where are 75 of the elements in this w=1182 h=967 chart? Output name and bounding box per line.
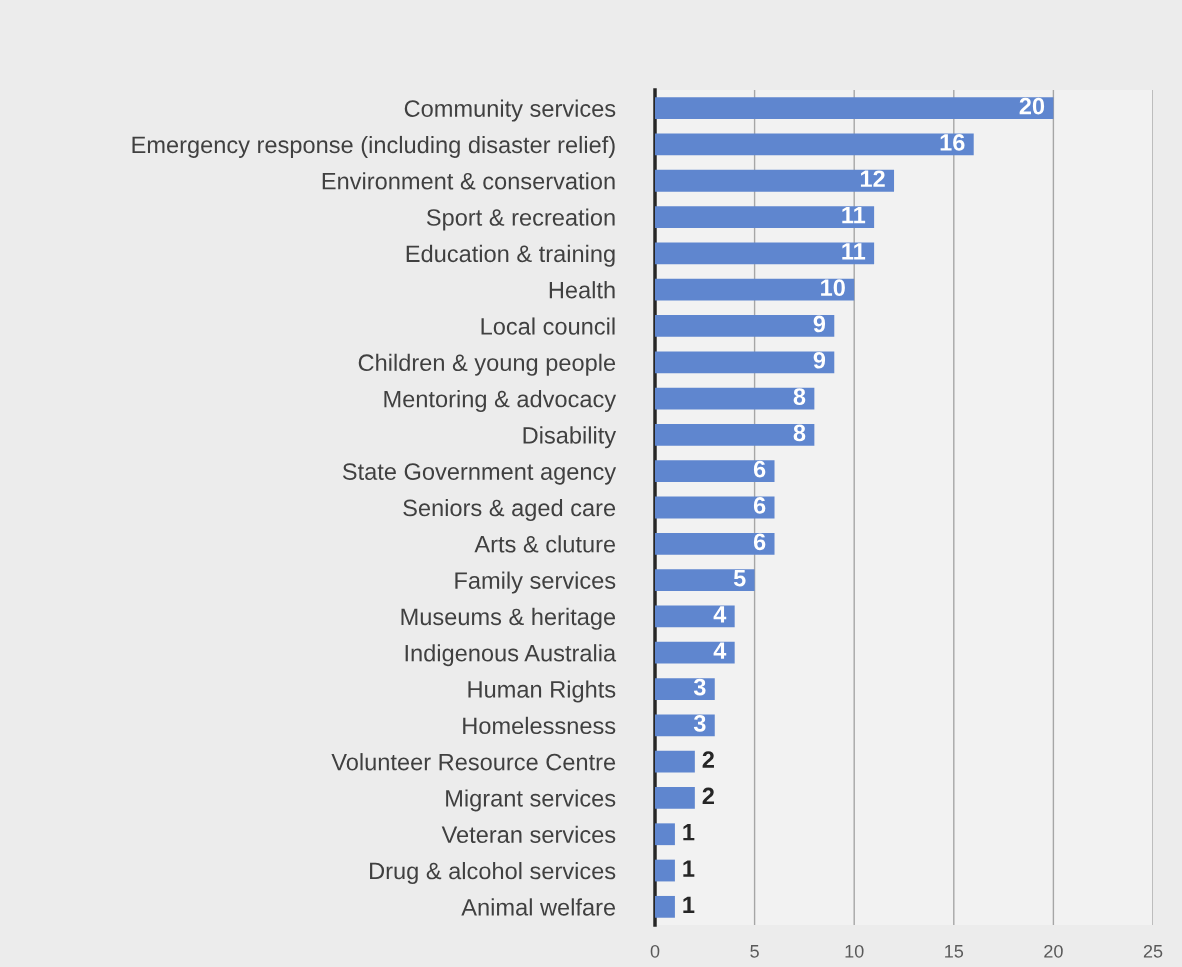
bar [655, 242, 875, 265]
bar [655, 641, 735, 664]
bar [655, 97, 1054, 120]
data-label: 5 [733, 569, 746, 587]
data-label: 12 [860, 170, 885, 187]
data-label: 1 [683, 896, 695, 913]
data-label: 20 [1019, 97, 1045, 115]
x-tick-label: 10 [845, 944, 864, 958]
x-tick-label: 20 [1044, 944, 1063, 958]
bar [655, 169, 895, 192]
bar [655, 133, 974, 156]
bar [655, 823, 675, 846]
data-label: 16 [940, 134, 965, 151]
data-label: 10 [821, 279, 845, 297]
y-tick-label: Migrant services [446, 789, 616, 812]
data-label: 6 [753, 460, 766, 478]
y-tick-label: Education & training [406, 244, 615, 267]
y-tick-label: Disability [523, 426, 617, 449]
y-tick-label: Animal welfare [461, 898, 616, 916]
x-tick-label: 0 [650, 944, 660, 958]
x-tick-label: 15 [945, 945, 964, 958]
y-tick-label: Local council [481, 317, 615, 335]
y-tick-label: Drug & alcohol services [370, 861, 616, 884]
y-tick-label: Veteran services [441, 825, 616, 844]
bar [655, 424, 815, 446]
y-tick-label: Mentoring & advocacy [384, 390, 617, 413]
bar [655, 895, 675, 918]
y-tick-label: Volunteer Resource Centre [331, 753, 616, 771]
y-tick-label: Environment & conservation [322, 172, 615, 190]
y-tick-label: Health [549, 281, 615, 299]
data-label: 4 [713, 642, 727, 659]
data-label: 3 [693, 714, 706, 732]
data-label: 11 [842, 206, 866, 224]
bar [655, 678, 715, 700]
data-label: 3 [693, 678, 706, 696]
bar [655, 569, 755, 591]
x-tick-label: 5 [750, 945, 759, 958]
data-label: 9 [813, 315, 826, 333]
bar [655, 750, 695, 773]
y-tick-label: Homelessness [463, 716, 616, 735]
y-tick-label: Seniors & aged care [403, 498, 616, 521]
data-label: 1 [683, 824, 695, 841]
data-label: 8 [793, 388, 806, 405]
y-tick-label: Community services [404, 99, 616, 122]
y-tick-label: Children & young people [358, 353, 616, 376]
bar [655, 605, 735, 628]
bar [655, 787, 695, 809]
y-tick-label: State Government agency [342, 463, 617, 485]
y-tick-label: Family services [455, 571, 616, 594]
data-label: 2 [702, 787, 714, 805]
bar [655, 315, 835, 337]
data-label: 8 [793, 424, 806, 442]
y-tick-label: Museums & heritage [401, 607, 616, 630]
bar [655, 206, 875, 228]
y-tick-label: Emergency response (including disaster relief) [132, 135, 615, 158]
data-label: 4 [713, 606, 727, 623]
data-label: 6 [753, 533, 766, 551]
data-label: 2 [702, 751, 714, 768]
data-label: 11 [842, 243, 866, 260]
y-tick-label: Sport & recreation [426, 208, 615, 231]
x-tick-label: 25 [1143, 944, 1163, 958]
bar [655, 387, 815, 410]
y-tick-label: Human Rights [468, 680, 616, 703]
bar [655, 532, 775, 555]
bar [655, 278, 855, 301]
bar [655, 460, 775, 483]
data-label: 6 [753, 497, 766, 514]
bar [655, 496, 775, 519]
data-label: 1 [683, 860, 695, 877]
y-tick-label: Indigenous Australia [405, 644, 617, 667]
y-tick-label: Arts & cluture [474, 535, 616, 553]
bar [655, 714, 715, 737]
data-label: 9 [813, 351, 826, 369]
bar [655, 859, 675, 882]
bar [655, 351, 835, 374]
